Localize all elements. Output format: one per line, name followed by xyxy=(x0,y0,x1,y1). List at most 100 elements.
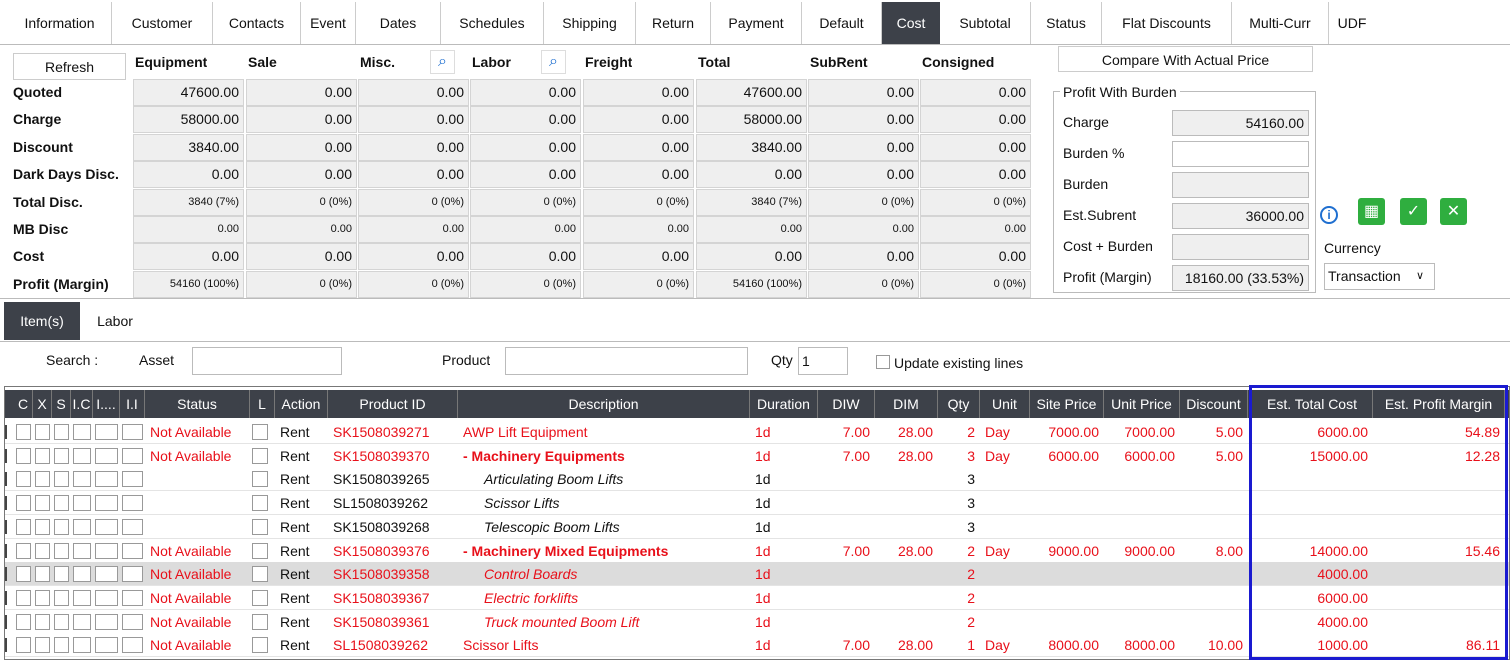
row-checkbox[interactable] xyxy=(122,566,143,583)
row-checkbox[interactable] xyxy=(16,447,31,464)
row-checkbox[interactable] xyxy=(54,424,69,440)
row-checkbox[interactable] xyxy=(54,495,69,512)
tab[interactable]: Return xyxy=(636,2,711,44)
row-checkbox[interactable] xyxy=(95,589,118,606)
row-checkbox[interactable] xyxy=(54,518,69,535)
tab[interactable]: Flat Discounts xyxy=(1102,2,1232,44)
row-checkbox[interactable] xyxy=(16,613,31,630)
row-checkbox[interactable] xyxy=(54,542,69,559)
row-checkbox[interactable] xyxy=(54,613,69,630)
lines-tab[interactable]: Item(s) xyxy=(4,302,80,340)
row-checkbox[interactable] xyxy=(95,542,118,559)
row-checkbox[interactable] xyxy=(73,424,91,440)
row-checkbox[interactable] xyxy=(252,542,268,559)
row-checkbox[interactable] xyxy=(35,566,50,583)
row-checkbox[interactable] xyxy=(16,471,31,488)
row-checkbox[interactable] xyxy=(35,495,50,512)
row-checkbox[interactable] xyxy=(122,424,143,440)
field-value[interactable] xyxy=(1172,141,1309,167)
row-checkbox[interactable] xyxy=(35,637,50,654)
tab[interactable]: Schedules xyxy=(441,2,544,44)
row-checkbox[interactable] xyxy=(95,613,118,630)
currency-select[interactable]: Transaction xyxy=(1324,263,1435,290)
row-checkbox[interactable] xyxy=(122,542,143,559)
row-checkbox[interactable] xyxy=(95,447,118,464)
tab[interactable]: Default xyxy=(802,2,882,44)
row-checkbox[interactable] xyxy=(252,495,268,512)
row-checkbox[interactable] xyxy=(252,637,268,654)
tab[interactable]: Multi-Curr xyxy=(1232,2,1329,44)
qty-input[interactable]: 1 xyxy=(798,347,848,375)
row-checkbox[interactable] xyxy=(54,447,69,464)
info-icon[interactable]: i xyxy=(1320,206,1338,224)
action-icon[interactable]: ▦ xyxy=(1358,198,1385,225)
tab[interactable]: Shipping xyxy=(544,2,636,44)
row-checkbox[interactable] xyxy=(16,566,31,583)
update-checkbox[interactable] xyxy=(876,355,890,369)
row-checkbox[interactable] xyxy=(73,637,91,654)
row-checkbox[interactable] xyxy=(252,471,268,488)
row-checkbox[interactable] xyxy=(35,424,50,440)
row-checkbox[interactable] xyxy=(73,566,91,583)
lines-tab[interactable]: Labor xyxy=(97,313,133,329)
row-checkbox[interactable] xyxy=(95,471,118,488)
row-checkbox[interactable] xyxy=(73,613,91,630)
tab[interactable]: Customer xyxy=(112,2,213,44)
tab[interactable]: Information xyxy=(8,2,112,44)
row-checkbox[interactable] xyxy=(252,589,268,606)
row-checkbox[interactable] xyxy=(122,471,143,488)
row-checkbox[interactable] xyxy=(73,495,91,512)
row-checkbox[interactable] xyxy=(95,495,118,512)
row-checkbox[interactable] xyxy=(122,495,143,512)
tab[interactable]: Contacts xyxy=(213,2,301,44)
row-checkbox[interactable] xyxy=(252,566,268,583)
row-checkbox[interactable] xyxy=(73,471,91,488)
search-icon[interactable]: ⌕ xyxy=(541,50,566,74)
tab[interactable]: Dates xyxy=(356,2,441,44)
action-icon[interactable]: ✓ xyxy=(1400,198,1427,225)
row-checkbox[interactable] xyxy=(16,424,31,440)
row-checkbox[interactable] xyxy=(54,589,69,606)
row-checkbox[interactable] xyxy=(16,495,31,512)
row-checkbox[interactable] xyxy=(122,518,143,535)
row-checkbox[interactable] xyxy=(35,447,50,464)
row-checkbox[interactable] xyxy=(252,613,268,630)
row-checkbox[interactable] xyxy=(16,589,31,606)
refresh-button[interactable]: Refresh xyxy=(13,53,126,80)
row-checkbox[interactable] xyxy=(35,589,50,606)
row-checkbox[interactable] xyxy=(73,518,91,535)
row-checkbox[interactable] xyxy=(73,589,91,606)
tab[interactable]: Cost xyxy=(882,2,940,44)
asset-input[interactable] xyxy=(192,347,342,375)
row-checkbox[interactable] xyxy=(95,637,118,654)
row-checkbox[interactable] xyxy=(16,637,31,654)
tab[interactable]: Subtotal xyxy=(940,2,1031,44)
row-checkbox[interactable] xyxy=(252,447,268,464)
row-checkbox[interactable] xyxy=(73,447,91,464)
tab[interactable]: UDF xyxy=(1337,15,1367,31)
row-checkbox[interactable] xyxy=(54,471,69,488)
tab[interactable]: Event xyxy=(301,2,356,44)
row-checkbox[interactable] xyxy=(54,637,69,654)
row-checkbox[interactable] xyxy=(122,637,143,654)
row-checkbox[interactable] xyxy=(16,518,31,535)
row-checkbox[interactable] xyxy=(35,471,50,488)
row-checkbox[interactable] xyxy=(252,518,268,535)
row-checkbox[interactable] xyxy=(35,542,50,559)
row-checkbox[interactable] xyxy=(122,613,143,630)
row-checkbox[interactable] xyxy=(95,566,118,583)
row-checkbox[interactable] xyxy=(122,447,143,464)
search-icon[interactable]: ⌕ xyxy=(430,50,455,74)
row-checkbox[interactable] xyxy=(35,518,50,535)
row-checkbox[interactable] xyxy=(252,424,268,440)
row-checkbox[interactable] xyxy=(73,542,91,559)
row-checkbox[interactable] xyxy=(95,424,118,440)
product-input[interactable] xyxy=(505,347,748,375)
row-checkbox[interactable] xyxy=(122,589,143,606)
row-checkbox[interactable] xyxy=(16,542,31,559)
tab[interactable]: Status xyxy=(1031,2,1102,44)
row-checkbox[interactable] xyxy=(35,613,50,630)
row-checkbox[interactable] xyxy=(54,566,69,583)
tab[interactable]: Payment xyxy=(711,2,802,44)
row-checkbox[interactable] xyxy=(95,518,118,535)
